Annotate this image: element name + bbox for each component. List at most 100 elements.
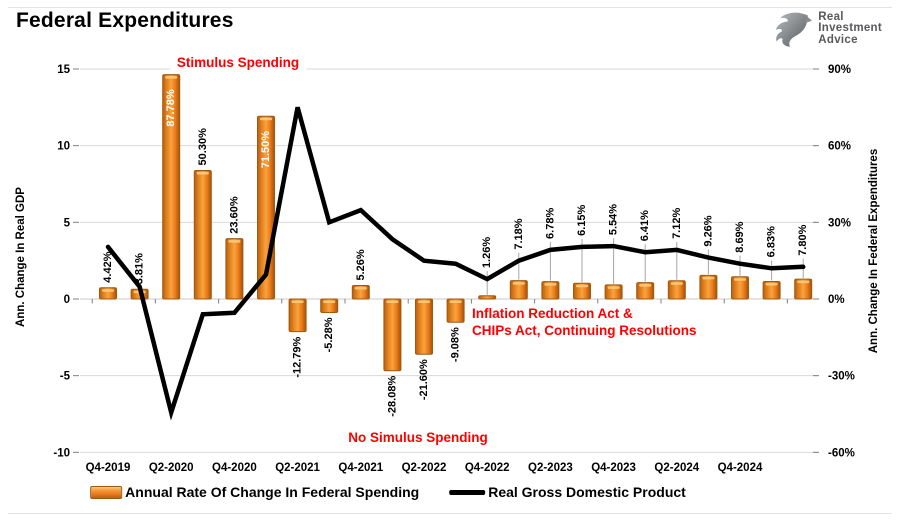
left-axis-tick-label: 10 [57,141,70,153]
right-axis-tick-label: -30% [828,371,855,383]
bottom-divider [8,513,892,514]
page-title: Federal Expenditures [16,9,234,32]
bar-value-label: 5.26% [355,249,367,280]
right-axis-tick-label: 0% [828,294,845,306]
bar-highlight [354,287,367,290]
gridlines [80,68,818,453]
left-axis-title: Ann. Change In Real GDP [15,187,27,327]
legend: Annual Rate Of Change In Federal Spendin… [90,484,686,500]
bar-highlight [323,300,336,303]
bar-highlight [196,171,209,175]
x-axis-tick-label: Q2-2020 [149,462,194,474]
bar-series-swatch [90,485,123,499]
bar-value-label: 7.80% [797,224,809,255]
right-axis-tick-label: 90% [828,64,851,76]
right-axis-tick-label: -60% [828,447,855,459]
bar-value-label: 3.81% [134,253,146,284]
right-axis-tick-label: 60% [828,141,851,153]
annotations: Stimulus Spending Inflation Reduction Ac… [170,53,697,445]
bar [193,169,212,300]
x-axis-tick-label: Q2-2023 [528,462,573,474]
left-axis-tick-label: -5 [60,371,71,383]
bar-highlight [260,117,272,121]
right-axis-labels: 90% 60% 30% 0% -30% -60% [828,64,855,459]
label-leader-lines [486,238,804,295]
bar-value-label: -28.08% [386,376,398,417]
annotation-stimulus: Stimulus Spending [177,55,299,70]
bar [509,280,528,300]
bar-highlight [702,276,715,280]
bar-value-label: 50.30% [197,128,209,166]
bar [762,281,781,300]
left-axis-tick-label: -10 [53,447,70,459]
legend-item-federal-spending: Annual Rate Of Change In Federal Spendin… [90,484,419,500]
bar-data-labels: 4.42% 3.81% 87.78% 50.30% 23.60% 71.50% -12.79… [102,89,809,417]
bar [731,276,749,300]
legend-label-gdp: Real Gross Domestic Product [488,484,686,500]
bar [541,281,560,300]
x-axis-tick-label: Q4-2019 [86,462,131,474]
annotation-no-stimulus: No Simulus Spending [348,430,488,445]
bar-value-label: 5.54% [608,204,620,235]
bar-value-label: 7.18% [513,218,525,249]
bar-value-label: 71.50% [260,131,272,169]
bar-value-label: -21.60% [418,359,430,400]
bar-highlight [734,278,746,281]
left-axis-tick-label: 5 [64,217,71,229]
bar [699,274,718,300]
bar [478,295,497,300]
bar-value-label: 6.15% [576,204,588,235]
bar-value-label: 6.78% [544,208,556,239]
gdp-line [105,106,806,421]
x-axis-tick-label: Q4-2022 [465,462,510,474]
bar-highlight [165,76,178,79]
x-axis-labels: Q4-2019 Q2-2020 Q4-2020 Q2-2021 Q4-2021 Q2-20… [86,462,763,474]
bar-highlight [418,300,430,303]
left-axis-labels: 15 10 5 0 -5 -10 [53,64,70,459]
bar-highlight [797,280,810,284]
annotation-ira-line2: CHIPs Act, Continuing Resolutions [472,323,697,338]
bar-highlight [639,284,652,287]
logo-line-3: Advice [818,33,858,46]
x-axis-tick-label: Q4-2021 [338,462,383,474]
right-axis-tick-label: 30% [828,217,851,229]
x-axis-tick-label: Q2-2022 [402,462,447,474]
x-axis-tick-label: Q4-2023 [591,462,636,474]
bar-value-label: 23.60% [228,196,240,234]
bar [794,278,813,300]
bar-highlight [512,282,525,285]
bar [636,282,655,300]
x-axis-tick-label: Q4-2024 [718,462,763,474]
legend-item-gdp: Real Gross Domestic Product [449,484,686,500]
bar-value-label: 87.78% [165,89,177,127]
bar-value-label: 6.41% [639,210,651,241]
bar [162,74,181,300]
legend-label-federal-spending: Annual Rate Of Change In Federal Spendin… [125,484,420,500]
bar-value-label: 1.26% [481,237,493,268]
axis-ticks [73,68,819,453]
bar [446,298,465,323]
bar-highlight [291,300,304,303]
logo-line-1: Real [818,10,844,23]
ria-logo: Real Investment Advice [770,8,882,50]
left-axis-tick-label: 15 [57,64,70,76]
x-axis-tick-label: Q4-2020 [212,462,257,474]
bar [225,238,244,300]
bar [415,298,433,355]
bar-highlight [576,284,588,288]
bar-value-label: 4.42% [102,251,114,282]
bar-value-label: -12.79% [292,336,304,377]
bar-highlight [102,289,114,292]
x-axis-tick-label: Q2-2021 [275,462,320,474]
bar-value-label: -9.08% [450,327,462,362]
bar-value-label: -5.28% [323,317,335,352]
eagle-icon [776,12,813,47]
x-axis-tick-label: Q2-2024 [654,462,699,474]
bar [383,298,402,372]
bar-highlight [544,283,557,286]
annotation-ira-line1: Inflation Reduction Act & [472,306,633,321]
bar-highlight [449,300,462,303]
right-axis-title: Ann. Change In Federal Expenditures [868,149,880,353]
bar-highlight [670,282,683,285]
